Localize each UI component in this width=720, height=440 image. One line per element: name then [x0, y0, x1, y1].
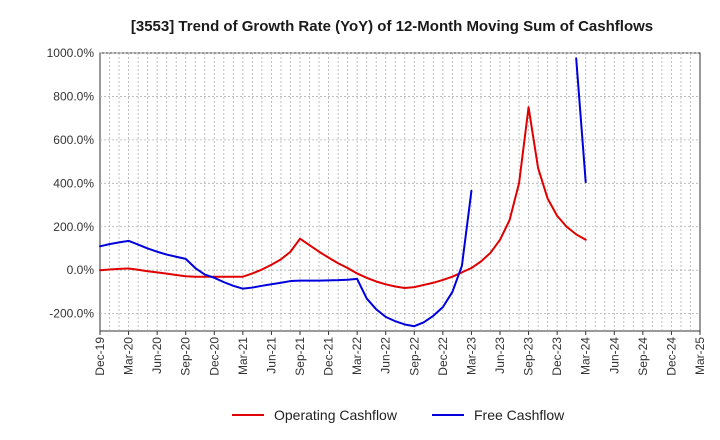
x-tick-label: Sep-22: [407, 337, 421, 376]
x-tick-label: Sep-21: [293, 337, 307, 376]
series-lines: [99, 57, 587, 328]
series-line-free-cashflow: [99, 57, 587, 328]
y-tick-label: 200.0%: [53, 220, 94, 234]
y-tick-label: 1000.0%: [47, 46, 95, 60]
y-tick-label: 0.0%: [67, 263, 95, 277]
y-tick-label: -200.0%: [49, 307, 94, 321]
x-tick-label: Mar-22: [350, 337, 364, 375]
x-tick-label: Dec-20: [207, 337, 221, 376]
x-tick-label: Jun-22: [379, 337, 393, 374]
x-tick-label: Mar-21: [236, 337, 250, 375]
x-tick-label: Jun-20: [150, 337, 164, 374]
x-tick-label: Jun-21: [264, 337, 278, 374]
plot-frame: [99, 52, 701, 332]
x-tick-label: Mar-20: [122, 337, 136, 375]
x-tick-label: Dec-21: [322, 337, 336, 376]
legend-label-free-cashflow: Free Cashflow: [474, 407, 565, 423]
legend-label-operating-cashflow: Operating Cashflow: [274, 407, 398, 423]
y-axis-ticks: -200.0% 0.0% 200.0% 400.0% 600.0% 800.0% 1000.…: [47, 46, 95, 321]
y-tick-label: 800.0%: [53, 89, 94, 103]
x-tick-label: Sep-24: [636, 337, 650, 376]
x-tick-label: Mar-24: [579, 337, 593, 375]
series-line-operating-cashflow: [99, 106, 587, 289]
y-tick-label: 400.0%: [53, 176, 94, 190]
x-tick-label: Jun-23: [493, 337, 507, 374]
x-tick-label: Dec-19: [93, 337, 107, 376]
x-axis-ticks: Dec-19 Mar-20 Jun-20 Sep-20 Dec-20 Mar-21 Jun-…: [93, 331, 707, 376]
chart-title: [3553] Trend of Growth Rate (YoY) of 12-…: [131, 18, 653, 35]
plot-area: [99, 52, 701, 332]
x-tick-label: Jun-24: [607, 337, 621, 374]
x-tick-label: Dec-22: [436, 337, 450, 376]
y-tick-label: 600.0%: [53, 133, 94, 147]
x-tick-label: Dec-24: [664, 337, 678, 376]
x-tick-label: Mar-23: [464, 337, 478, 375]
legend: Operating Cashflow Free Cashflow: [232, 407, 565, 423]
x-tick-label: Sep-20: [179, 337, 193, 376]
x-tick-label: Mar-25: [693, 337, 707, 375]
x-tick-label: Sep-23: [522, 337, 536, 376]
x-tick-label: Dec-23: [550, 337, 564, 376]
